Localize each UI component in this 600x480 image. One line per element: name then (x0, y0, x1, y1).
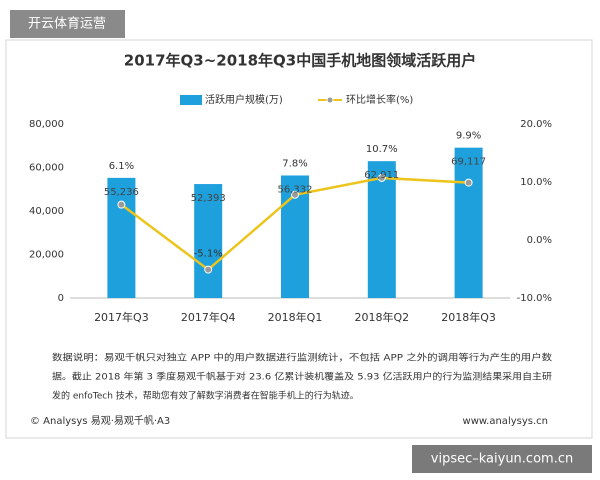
bar-value-label: 52,393 (191, 193, 226, 204)
note-line: 数据说明：易观千帆只对独立 APP 中的用户数据进行监测统计，不包括 APP 之… (52, 352, 552, 364)
x-tick-label: 2018年Q2 (354, 310, 409, 324)
bar (454, 147, 483, 298)
line-marker (464, 178, 473, 187)
y-tick-label: 40,000 (29, 206, 64, 217)
x-tick-label: 2018年Q1 (268, 310, 323, 324)
legend-swatch-bar (180, 95, 202, 105)
overlay-url: vipsec–kaiyun.com.cn (431, 452, 573, 467)
line-value-label: 9.9% (456, 131, 481, 142)
line-value-label: -5.1% (194, 249, 223, 260)
bar (194, 184, 223, 298)
legend-label: 活跃用户规模(万) (205, 93, 283, 106)
y-tick-label: 0 (58, 293, 64, 304)
bar (367, 161, 396, 298)
website: www.analysys.cn (463, 416, 548, 427)
line-value-label: 7.8% (282, 158, 307, 169)
x-tick-label: 2017年Q4 (181, 310, 236, 324)
y-tick-label: 80,000 (29, 119, 64, 130)
legend-label: 环比增长率(%) (346, 93, 413, 106)
note-line: 发的 enfoTech 技术，帮助您有效了解数字消费者在智能手机上的行为轨迹。 (52, 390, 359, 402)
chart-title: 2017年Q3~2018年Q3中国手机地图领域活跃用户 (124, 52, 476, 70)
y2-tick-label: -10.0% (517, 293, 552, 304)
line-marker (291, 190, 299, 199)
line-marker (204, 265, 213, 274)
overlay-badge (412, 445, 592, 473)
y2-tick-label: 20.0% (520, 119, 552, 130)
bar (107, 177, 136, 298)
y2-tick-label: 10.0% (520, 177, 552, 188)
line-marker (377, 173, 386, 182)
source: © Analysys 易观·易观千帆·A3 (30, 414, 170, 427)
line-marker (117, 200, 126, 209)
overlay-label: 开云体育运营 (28, 16, 106, 32)
x-tick-label: 2018年Q3 (441, 310, 496, 324)
y2-tick-label: 0.0% (527, 235, 552, 246)
legend-marker (326, 96, 334, 104)
bar-value-label: 69,117 (451, 157, 486, 168)
bar-value-label: 62,911 (364, 170, 399, 181)
bar-value-label: 56,332 (278, 184, 313, 195)
note-line: 据。截止 2018 年第 3 季度易观千帆基于对 23.6 亿累计装机覆盖及 5… (52, 371, 552, 383)
y-tick-label: 20,000 (29, 250, 64, 261)
y-tick-label: 60,000 (29, 163, 64, 174)
line-value-label: 6.1% (109, 161, 134, 172)
x-tick-label: 2017年Q3 (94, 310, 149, 324)
bar-value-label: 55,236 (104, 187, 139, 198)
line-value-label: 10.7% (366, 144, 398, 155)
overlay-badge (10, 10, 125, 38)
